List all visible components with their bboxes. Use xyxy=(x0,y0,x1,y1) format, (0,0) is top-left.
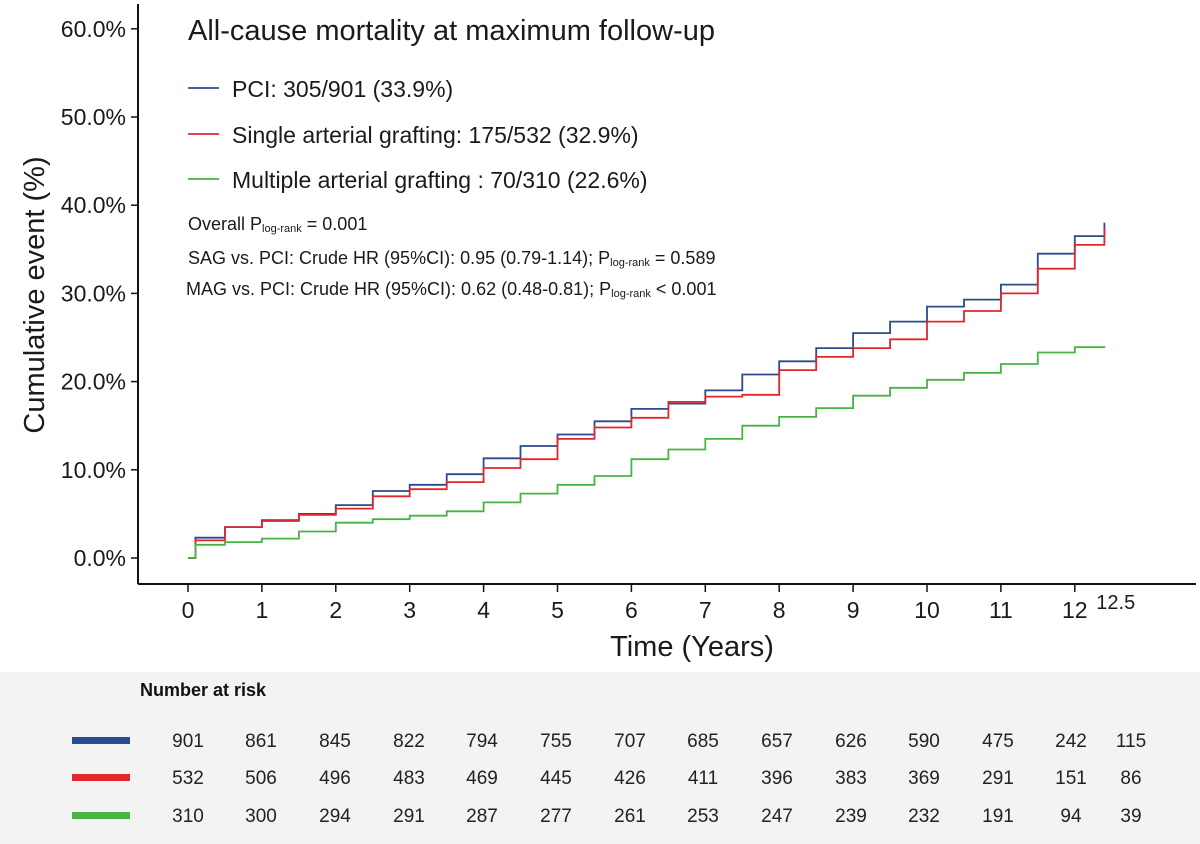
x-tick-label: 1 xyxy=(256,597,269,623)
risk-count: 86 xyxy=(1120,768,1142,789)
risk-count: 232 xyxy=(908,806,940,827)
risk-count: 755 xyxy=(540,731,572,752)
survival-curves xyxy=(188,222,1106,559)
risk-count: 39 xyxy=(1120,806,1142,827)
x-tick-label: 7 xyxy=(699,597,712,623)
mag-vs-pci-hr: MAG vs. PCI: Crude HR (95%CI): 0.62 (0.4… xyxy=(186,279,716,300)
legend: PCI: 305/901 (33.9%) Single arterial graf… xyxy=(188,76,648,193)
legend-label: PCI: 305/901 (33.9%) xyxy=(232,76,453,102)
stat-annotations: Overall Plog-rank = 0.001 SAG vs. PCI: Cr… xyxy=(186,214,716,300)
y-axis-label: Cumulative event (%) xyxy=(19,156,51,433)
risk-count: 475 xyxy=(982,731,1014,752)
risk-count: 707 xyxy=(614,731,646,752)
y-tick-label: 50.0% xyxy=(61,104,126,130)
risk-count: 590 xyxy=(908,731,940,752)
x-tick-label: 5 xyxy=(551,597,564,623)
x-tick-label: 12.5 xyxy=(1096,592,1135,614)
x-tick-label: 2 xyxy=(329,597,342,623)
axis-ticks: 0.0%10.0%20.0%30.0%40.0%50.0%60.0%0 1 2 3 4 5… xyxy=(61,16,1135,623)
risk-count: 396 xyxy=(761,768,793,789)
x-axis-label: Time (Years) xyxy=(610,631,774,663)
risk-count: 253 xyxy=(687,806,719,827)
y-tick-label: 60.0% xyxy=(61,16,126,42)
risk-count: 277 xyxy=(540,806,572,827)
risk-count: 369 xyxy=(908,768,940,789)
x-tick-label: 10 xyxy=(914,597,940,623)
risk-count: 445 xyxy=(540,768,572,789)
risk-count: 794 xyxy=(466,731,498,752)
y-tick-label: 40.0% xyxy=(61,192,126,218)
risk-count: 242 xyxy=(1055,731,1087,752)
risk-count: 115 xyxy=(1115,731,1147,752)
risk-count: 626 xyxy=(835,731,867,752)
y-tick-label: 10.0% xyxy=(61,457,126,483)
x-tick-label: 9 xyxy=(847,597,860,623)
risk-count: 845 xyxy=(319,731,351,752)
x-tick-label: 12 xyxy=(1062,597,1088,623)
risk-count: 294 xyxy=(319,806,351,827)
risk-count: 506 xyxy=(245,768,277,789)
overall-pvalue: Overall Plog-rank = 0.001 xyxy=(188,214,367,235)
risk-count: 287 xyxy=(466,806,498,827)
risk-count: 261 xyxy=(614,806,646,827)
x-tick-label: 6 xyxy=(625,597,638,623)
x-tick-label: 3 xyxy=(403,597,416,623)
legend-label: Single arterial grafting: 175/532 (32.9%… xyxy=(232,122,639,148)
risk-count: 300 xyxy=(245,806,277,827)
risk-count: 94 xyxy=(1060,806,1082,827)
risk-count: 901 xyxy=(172,731,204,752)
km-plot: 0.0%10.0%20.0%30.0%40.0%50.0%60.0%0 1 2 3 4 5… xyxy=(19,4,1196,663)
curve-mag xyxy=(188,346,1106,559)
risk-count: 383 xyxy=(835,768,867,789)
risk-count: 310 xyxy=(172,806,204,827)
risk-count: 469 xyxy=(466,768,498,789)
risk-count: 291 xyxy=(982,768,1014,789)
risk-table-title: Number at risk xyxy=(140,680,267,700)
risk-count: 496 xyxy=(319,768,351,789)
risk-count: 291 xyxy=(393,806,425,827)
risk-row-swatch xyxy=(72,774,130,781)
risk-count: 151 xyxy=(1055,768,1087,789)
legend-label: Multiple arterial grafting : 70/310 (22.… xyxy=(232,167,648,193)
curve-sag xyxy=(188,228,1106,559)
risk-count: 247 xyxy=(761,806,793,827)
risk-row-swatch xyxy=(72,812,130,819)
risk-count: 426 xyxy=(614,768,646,789)
x-tick-label: 8 xyxy=(773,597,786,623)
risk-table-panel xyxy=(0,672,1200,844)
risk-count: 191 xyxy=(982,806,1014,827)
curve-pci xyxy=(188,222,1106,559)
chart-title: All-cause mortality at maximum follow-up xyxy=(188,15,715,47)
risk-count: 657 xyxy=(761,731,793,752)
risk-count: 822 xyxy=(393,731,425,752)
x-tick-label: 0 xyxy=(182,597,195,623)
sag-vs-pci-hr: SAG vs. PCI: Crude HR (95%CI): 0.95 (0.7… xyxy=(188,248,715,269)
risk-count: 483 xyxy=(393,768,425,789)
x-tick-label: 4 xyxy=(477,597,490,623)
risk-row-swatch xyxy=(72,737,130,744)
risk-count: 411 xyxy=(687,768,719,789)
y-tick-label: 30.0% xyxy=(61,280,126,306)
x-tick-label: 11 xyxy=(989,597,1013,623)
y-tick-label: 20.0% xyxy=(61,369,126,395)
risk-count: 685 xyxy=(687,731,719,752)
risk-count: 239 xyxy=(835,806,867,827)
y-tick-label: 0.0% xyxy=(74,545,126,571)
risk-count: 532 xyxy=(172,768,204,789)
risk-count: 861 xyxy=(245,731,277,752)
